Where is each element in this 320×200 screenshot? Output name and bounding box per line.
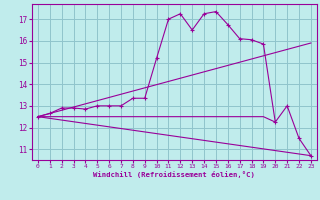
X-axis label: Windchill (Refroidissement éolien,°C): Windchill (Refroidissement éolien,°C) bbox=[93, 171, 255, 178]
